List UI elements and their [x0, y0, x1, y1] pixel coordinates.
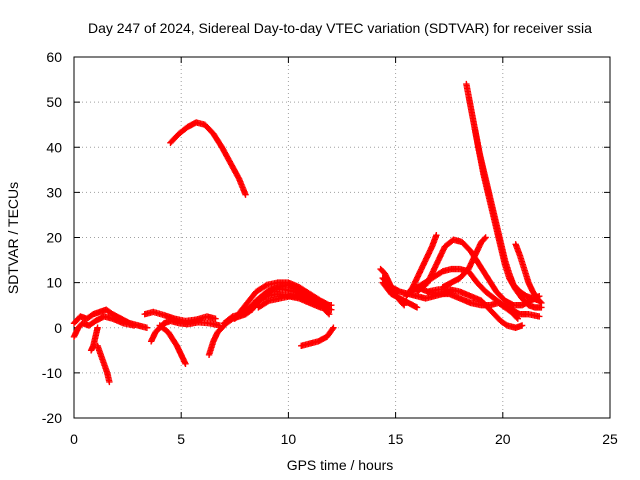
series-arc-6	[147, 317, 223, 345]
y-tick-label: 10	[46, 275, 62, 291]
data-point	[518, 322, 526, 329]
series-arc-4	[94, 342, 113, 386]
series-arc-26	[471, 126, 545, 311]
data-point	[328, 301, 335, 309]
data-point	[513, 314, 520, 321]
x-tick-label: 5	[177, 431, 185, 447]
data-point	[182, 360, 189, 368]
y-tick-label: 60	[46, 49, 62, 65]
series-arc-18	[379, 279, 421, 311]
grid-layer	[74, 57, 610, 418]
data-point	[262, 282, 269, 289]
data-point	[264, 298, 271, 305]
data-point	[94, 324, 101, 331]
y-tick-label: -10	[42, 365, 62, 381]
y-tick-label: 50	[46, 94, 62, 110]
x-tick-label: 25	[602, 431, 618, 447]
series-arc-7	[156, 322, 189, 368]
data-point	[481, 235, 488, 242]
y-tick-label: 0	[54, 320, 62, 336]
series-arc-24	[413, 283, 522, 322]
data-point	[514, 315, 522, 322]
y-tick-label: 30	[46, 184, 62, 200]
tick-layer: 0 5 10 15 20 25 -20 -10 0 10 20 30 40 50 60	[42, 49, 618, 447]
data-point	[536, 313, 543, 320]
data-point	[324, 309, 332, 317]
x-tick-label: 0	[70, 431, 78, 447]
series-arc-3	[87, 324, 101, 354]
data-point	[329, 325, 336, 333]
y-tick-label: 20	[46, 230, 62, 246]
data-point	[106, 378, 113, 386]
x-tick-label: 15	[388, 431, 404, 447]
x-tick-label: 10	[281, 431, 297, 447]
data-point	[537, 298, 544, 306]
data-point	[538, 299, 545, 307]
series-arc-14	[255, 292, 335, 311]
series-arc-27	[512, 241, 545, 307]
y-tick-label: 40	[46, 139, 62, 155]
y-axis-label: SDTVAR / TECUs	[5, 182, 21, 294]
data-point	[212, 315, 219, 322]
data-layer	[70, 80, 545, 386]
series-arc-15	[298, 324, 337, 349]
data-point	[242, 191, 249, 198]
y-tick-label: -20	[42, 410, 62, 426]
series-arc-8	[167, 119, 249, 198]
series-arc-2	[70, 313, 138, 340]
data-point	[325, 311, 333, 318]
data-point	[268, 287, 276, 294]
chart-title: Day 247 of 2024, Sidereal Day-to-day VTE…	[88, 20, 592, 36]
x-tick-label: 20	[495, 431, 511, 447]
data-point	[433, 232, 440, 239]
data-point	[482, 234, 489, 241]
data-point	[130, 322, 138, 329]
data-point	[143, 324, 151, 331]
data-point	[330, 324, 337, 331]
data-point	[413, 304, 421, 311]
x-axis-label: GPS time / hours	[287, 457, 394, 473]
